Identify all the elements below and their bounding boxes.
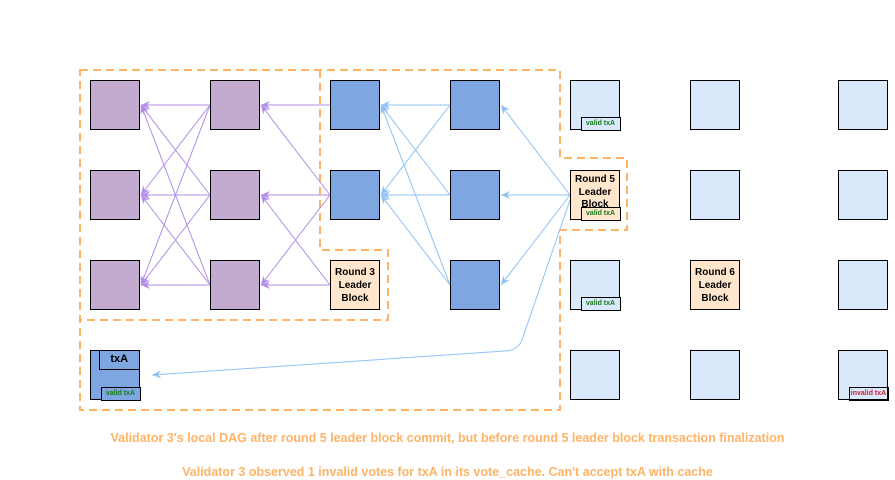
block-r4-v3 (450, 260, 500, 310)
reference-arrow (140, 194, 211, 286)
caption-line-2: Validator 3 observed 1 invalid votes for… (182, 465, 713, 479)
reference-arrow (500, 104, 571, 196)
invalid-tag: invalid txA (848, 386, 889, 401)
reference-arrow (380, 194, 451, 286)
block-r6-v4 (690, 350, 740, 400)
caption-line-1: Validator 3's local DAG after round 5 le… (110, 431, 785, 445)
reference-arrow (500, 194, 571, 286)
reference-arrow (260, 194, 331, 286)
block-r4-v1 (450, 80, 500, 130)
block-r2-v2 (210, 170, 260, 220)
block-r2-v3 (210, 260, 260, 310)
valid-tag: valid txA (100, 386, 141, 401)
valid-tag: valid txA (580, 116, 621, 131)
round6-leader-block: Round 6 Leader Block (690, 260, 740, 310)
block-r3-v2 (330, 170, 380, 220)
block-r1-v2 (90, 170, 140, 220)
block-r7-v1 (838, 80, 888, 130)
reference-arrow (380, 104, 451, 196)
block-r7-v2 (838, 170, 888, 220)
leader-label: Round 6 Leader Block (695, 267, 735, 304)
block-r3-v1 (330, 80, 380, 130)
round3-leader-block: Round 3 Leader Block (330, 260, 380, 310)
block-r5-v1: valid txA (570, 80, 621, 131)
committed-dag-outline (79, 69, 628, 411)
txA-block: txA valid txA (90, 349, 141, 401)
block-r6-v2 (690, 170, 740, 220)
valid-tag: valid txA (580, 296, 621, 311)
block-r1-v1 (90, 80, 140, 130)
reference-arrow (140, 104, 211, 196)
round3-commit-outline (80, 70, 389, 321)
block-r2-v1 (210, 80, 260, 130)
reference-arrow (380, 104, 451, 286)
block-r5-v3: valid txA (570, 260, 621, 311)
leader-label: Round 5 Leader Block (575, 174, 615, 210)
txA-title: txA (99, 349, 140, 370)
leader-to-txA-arrow (151, 199, 571, 379)
block-r5-v4 (570, 350, 620, 400)
block-r7-v3 (838, 260, 888, 310)
round5-leader-block: Round 5 Leader Block valid txA (570, 170, 621, 221)
block-r4-v2 (450, 170, 500, 220)
block-r1-v3 (90, 260, 140, 310)
reference-arrow (260, 104, 331, 196)
leader-label: Round 3 Leader Block (335, 267, 375, 304)
block-r6-v1 (690, 80, 740, 130)
block-r7-v4: invalid txA (838, 350, 889, 401)
reference-arrow (140, 104, 211, 286)
valid-tag: valid txA (580, 206, 621, 221)
